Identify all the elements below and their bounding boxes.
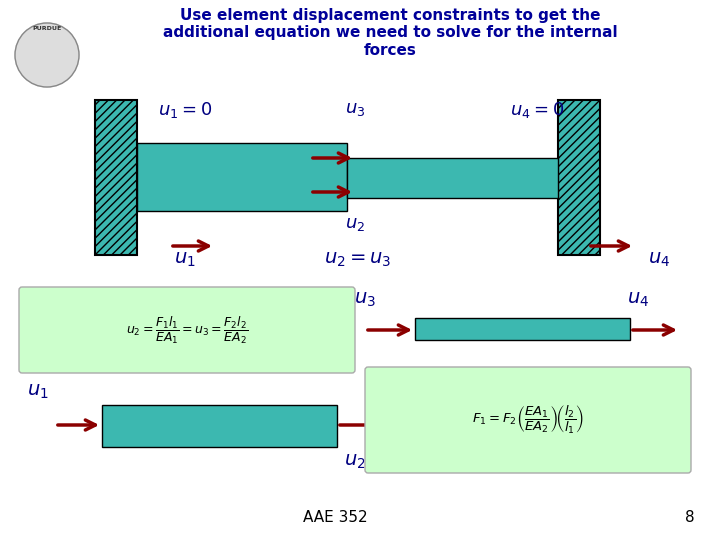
Text: AAE 352: AAE 352 [302, 510, 367, 525]
Text: $u_1=0$: $u_1=0$ [158, 100, 212, 120]
Text: $u_2$: $u_2$ [345, 215, 365, 233]
Bar [558, 100, 600, 255]
Text: $u_2$: $u_2$ [344, 452, 366, 471]
Bar [102, 405, 337, 447]
Bar [347, 158, 558, 198]
Text: $u_4=0$: $u_4=0$ [510, 100, 564, 120]
Text: $u_3$: $u_3$ [354, 290, 376, 309]
Text: $u_1$: $u_1$ [27, 382, 49, 401]
Text: $u_2=u_3$: $u_2=u_3$ [324, 250, 392, 269]
Text: $u_2 = \dfrac{F_1 l_1}{EA_1} = u_3 = \dfrac{F_2 l_2}{EA_2}$: $u_2 = \dfrac{F_1 l_1}{EA_1} = u_3 = \df… [126, 314, 248, 346]
Bar [415, 318, 630, 340]
Text: $u_4$: $u_4$ [627, 290, 649, 309]
Text: $u_4$: $u_4$ [648, 250, 670, 269]
Circle shape [15, 23, 79, 87]
Text: 8: 8 [685, 510, 695, 525]
FancyBboxPatch shape [19, 287, 355, 373]
Text: Use element displacement constraints to get the
additional equation we need to s: Use element displacement constraints to … [163, 8, 617, 58]
Text: $F_1 = F_2\left(\dfrac{EA_1}{EA_2}\right)\!\left(\dfrac{l_2}{l_1}\right)$: $F_1 = F_2\left(\dfrac{EA_1}{EA_2}\right… [472, 404, 584, 436]
Bar [137, 143, 347, 211]
Bar [95, 100, 137, 255]
FancyBboxPatch shape [365, 367, 691, 473]
Text: $u_1$: $u_1$ [174, 250, 196, 269]
Text: PURDUE: PURDUE [32, 25, 62, 30]
Text: $u_3$: $u_3$ [345, 100, 365, 118]
